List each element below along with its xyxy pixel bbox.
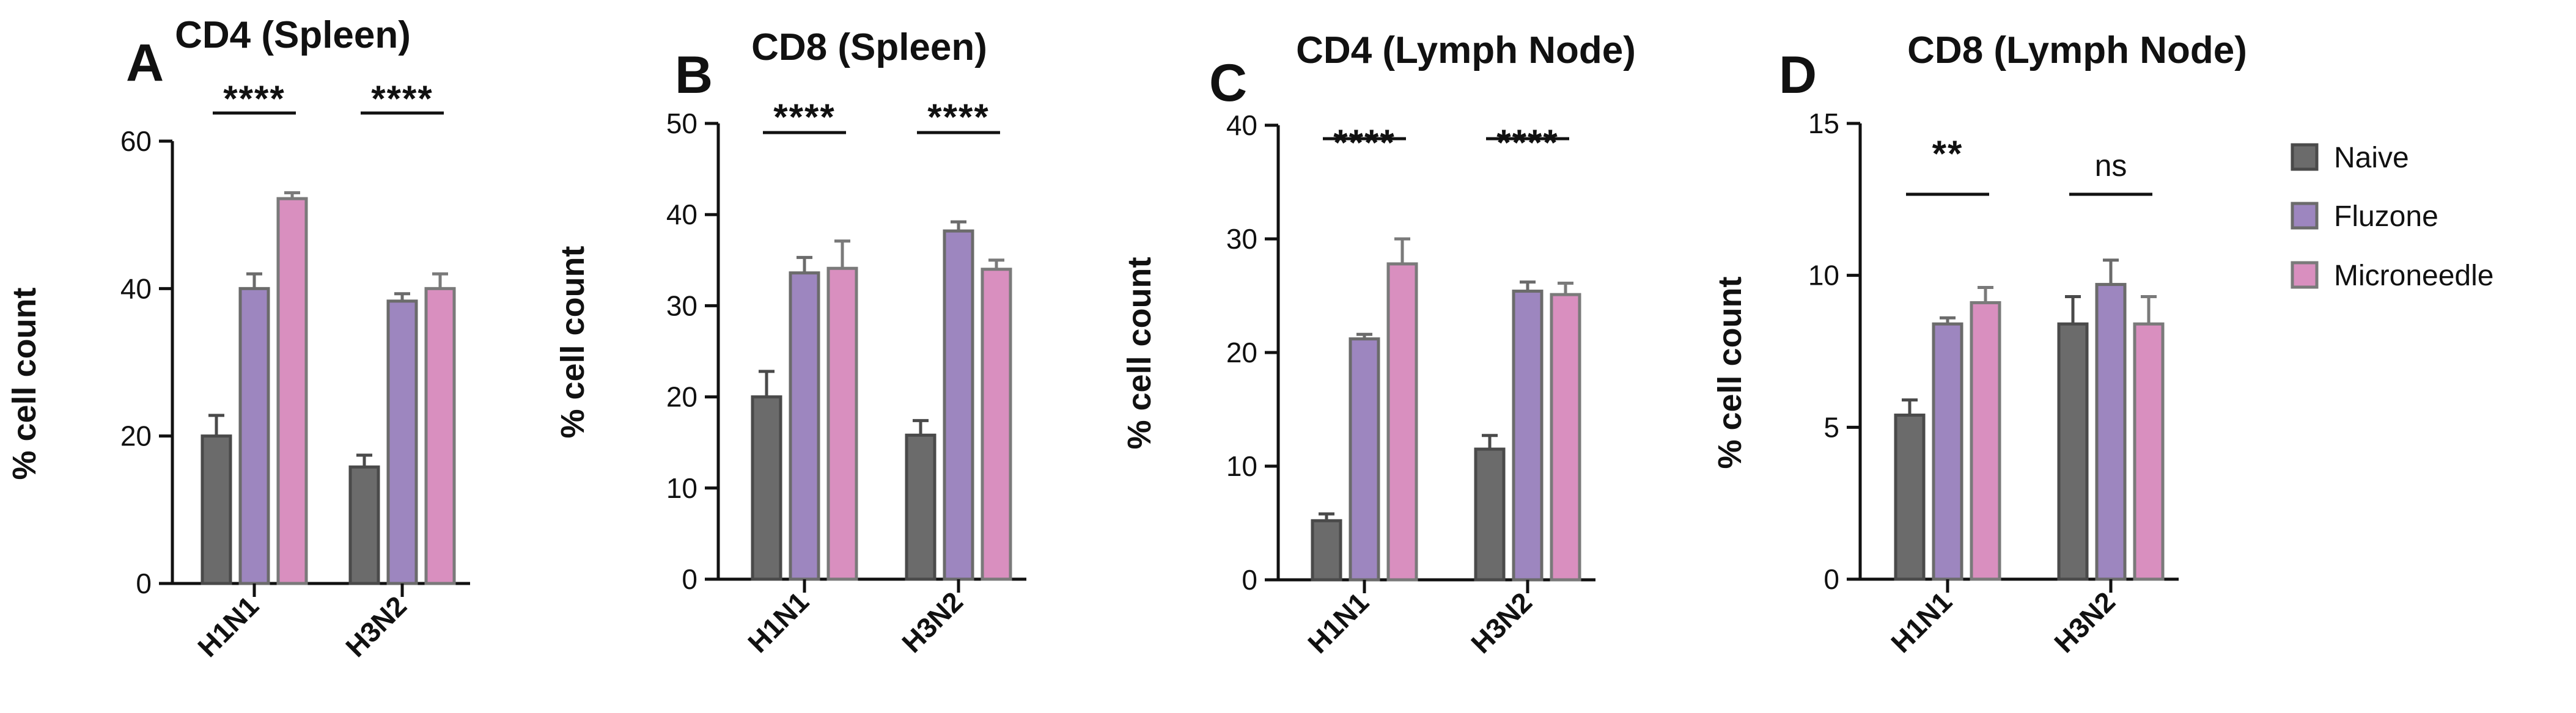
panel-a-ytick-label: 20	[120, 420, 152, 452]
panel-b-bar-fluzone-h1n1	[789, 271, 820, 581]
legend-label-naive: Naive	[2334, 142, 2409, 174]
panel-b: B CD8 (Spleen) % cell count 0 10 20 30 40 50 H…	[554, 26, 1026, 659]
panel-b-xtick-label-h3n2: H3N2	[896, 585, 969, 659]
panel-b-ytick-label: 40	[666, 199, 697, 230]
legend-swatch-microneedle	[2291, 261, 2319, 289]
panel-c-title: CD4 (Lymph Node)	[1296, 29, 1636, 71]
panel-c-ytick-label: 20	[1226, 337, 1257, 368]
panel-a-xtick-label-h3n2: H3N2	[339, 590, 413, 663]
panel-d-ytick-label: 10	[1808, 260, 1839, 291]
panel-b-sig-label-h1n1: ****	[773, 97, 835, 137]
panel-c-sig-label-h3n2: ****	[1496, 122, 1558, 163]
panel-d-ytick-label: 0	[1823, 563, 1839, 595]
panel-c-bar-microneedle-h1n1	[1386, 262, 1418, 582]
panel-b-bar-fluzone-h3n2	[943, 229, 974, 581]
panel-d-bar-fluzone-h1n1	[1932, 322, 1963, 581]
panel-d-bar-microneedle-h1n1	[1970, 301, 2001, 581]
panel-b-xtick-label-h1n1: H1N1	[742, 585, 815, 659]
legend-item-microneedle: Microneedle	[2291, 260, 2493, 292]
panel-a: A CD4 (Spleen) % cell count 0 20 40 60 H1N1 H…	[6, 14, 470, 663]
panel-b-bar-naive-h1n1	[751, 395, 782, 581]
panel-a-bar-fluzone-h3n2	[386, 299, 418, 585]
panel-b-ytick-label: 0	[682, 563, 697, 595]
panel-b-bar-microneedle-h3n2	[981, 268, 1012, 581]
panel-a-ylabel: % cell count	[6, 287, 43, 480]
panel-a-bar-naive-h1n1	[201, 434, 232, 585]
legend-label-microneedle: Microneedle	[2334, 260, 2493, 292]
panel-c-ytick-label: 10	[1226, 450, 1257, 482]
panel-a-sig-label-h1n1: ****	[223, 78, 285, 119]
panel-a-ytick-label: 0	[136, 568, 152, 599]
panel-c-ytick-label: 30	[1226, 223, 1257, 255]
panel-c-bar-naive-h3n2	[1474, 447, 1506, 582]
panel-d-title: CD8 (Lymph Node)	[1907, 29, 2247, 71]
panel-b-bar-naive-h3n2	[905, 433, 937, 581]
panel-b-plot: 0 10 20 30 40 50 H1N1 H3N2 **** ****	[666, 97, 1026, 659]
panel-a-bar-microneedle-h1n1	[276, 197, 308, 585]
panel-d-bar-microneedle-h3n2	[2133, 322, 2165, 581]
panel-d: D CD8 (Lymph Node) % cell count 0 5 10 15 H1…	[1712, 29, 2247, 659]
legend-label-fluzone: Fluzone	[2334, 200, 2438, 233]
panel-c-ylabel: % cell count	[1121, 257, 1158, 449]
legend-item-fluzone: Fluzone	[2291, 200, 2438, 233]
panel-d-bar-naive-h1n1	[1894, 413, 1926, 581]
panel-letter-d: D	[1779, 46, 1817, 104]
panel-a-ytick-label: 40	[120, 272, 152, 304]
panel-a-ytick-label: 60	[120, 125, 152, 157]
legend-swatch-fluzone	[2291, 202, 2319, 230]
panel-a-plot: 0 20 40 60 H1N1 H3N2 **** ****	[120, 78, 470, 663]
panel-d-sig-label-h3n2: ns	[2095, 148, 2127, 183]
panel-d-ytick-label: 15	[1808, 108, 1839, 139]
legend-item-naive: Naive	[2291, 142, 2409, 174]
panel-b-ytick-label: 20	[666, 381, 697, 413]
panel-b-ytick-label: 30	[666, 290, 697, 321]
panel-c-bar-microneedle-h3n2	[1550, 293, 1581, 582]
panel-letter-a: A	[126, 34, 164, 92]
panel-b-ylabel: % cell count	[554, 246, 591, 438]
panel-b-sig-label-h3n2: ****	[927, 97, 989, 137]
panel-c: C CD4 (Lymph Node) % cell count 0 10 20 30 4…	[1121, 29, 1636, 659]
panel-c-xtick-label-h1n1: H1N1	[1301, 586, 1375, 659]
panel-c-bar-fluzone-h1n1	[1349, 337, 1380, 582]
panel-c-xtick-label-h3n2: H3N2	[1465, 586, 1538, 659]
panel-d-ytick-label: 5	[1823, 411, 1839, 443]
panel-b-title: CD8 (Spleen)	[751, 26, 987, 68]
panel-d-bar-fluzone-h3n2	[2095, 283, 2127, 581]
panel-d-bar-naive-h3n2	[2057, 322, 2089, 581]
panel-d-ylabel: % cell count	[1712, 276, 1748, 469]
panel-c-plot: 0 10 20 30 40 H1N1 H3N2 **** ****	[1226, 109, 1595, 659]
panel-c-ytick-label: 0	[1242, 564, 1257, 596]
panel-d-plot: 0 5 10 15 H1N1 H3N2 ** ns	[1808, 108, 2179, 659]
panel-b-bar-microneedle-h1n1	[826, 266, 858, 581]
panel-d-sig-label-h1n1: **	[1932, 133, 1963, 174]
legend-swatch-naive	[2291, 143, 2319, 171]
panel-d-xtick-label-h3n2: H3N2	[2048, 585, 2121, 659]
panel-b-ytick-label: 10	[666, 472, 697, 504]
panel-a-bar-fluzone-h1n1	[238, 287, 270, 585]
panel-a-bar-naive-h3n2	[348, 465, 380, 585]
panel-b-ytick-label: 50	[666, 108, 697, 139]
panel-c-sig-label-h1n1: ****	[1333, 122, 1395, 163]
panel-c-bar-naive-h1n1	[1311, 519, 1342, 582]
panel-a-xtick-label-h1n1: H1N1	[191, 590, 265, 663]
panel-letter-c: C	[1209, 54, 1247, 112]
panel-d-xtick-label-h1n1: H1N1	[1885, 585, 1958, 659]
panel-c-ytick-label: 40	[1226, 109, 1257, 141]
legend: Naive Fluzone Microneedle	[2291, 142, 2493, 292]
panel-a-sig-label-h3n2: ****	[371, 78, 433, 119]
panel-a-bar-microneedle-h3n2	[424, 287, 456, 585]
panel-letter-b: B	[675, 46, 713, 104]
panel-a-title: CD4 (Spleen)	[175, 14, 411, 56]
panel-c-bar-fluzone-h3n2	[1512, 290, 1544, 582]
